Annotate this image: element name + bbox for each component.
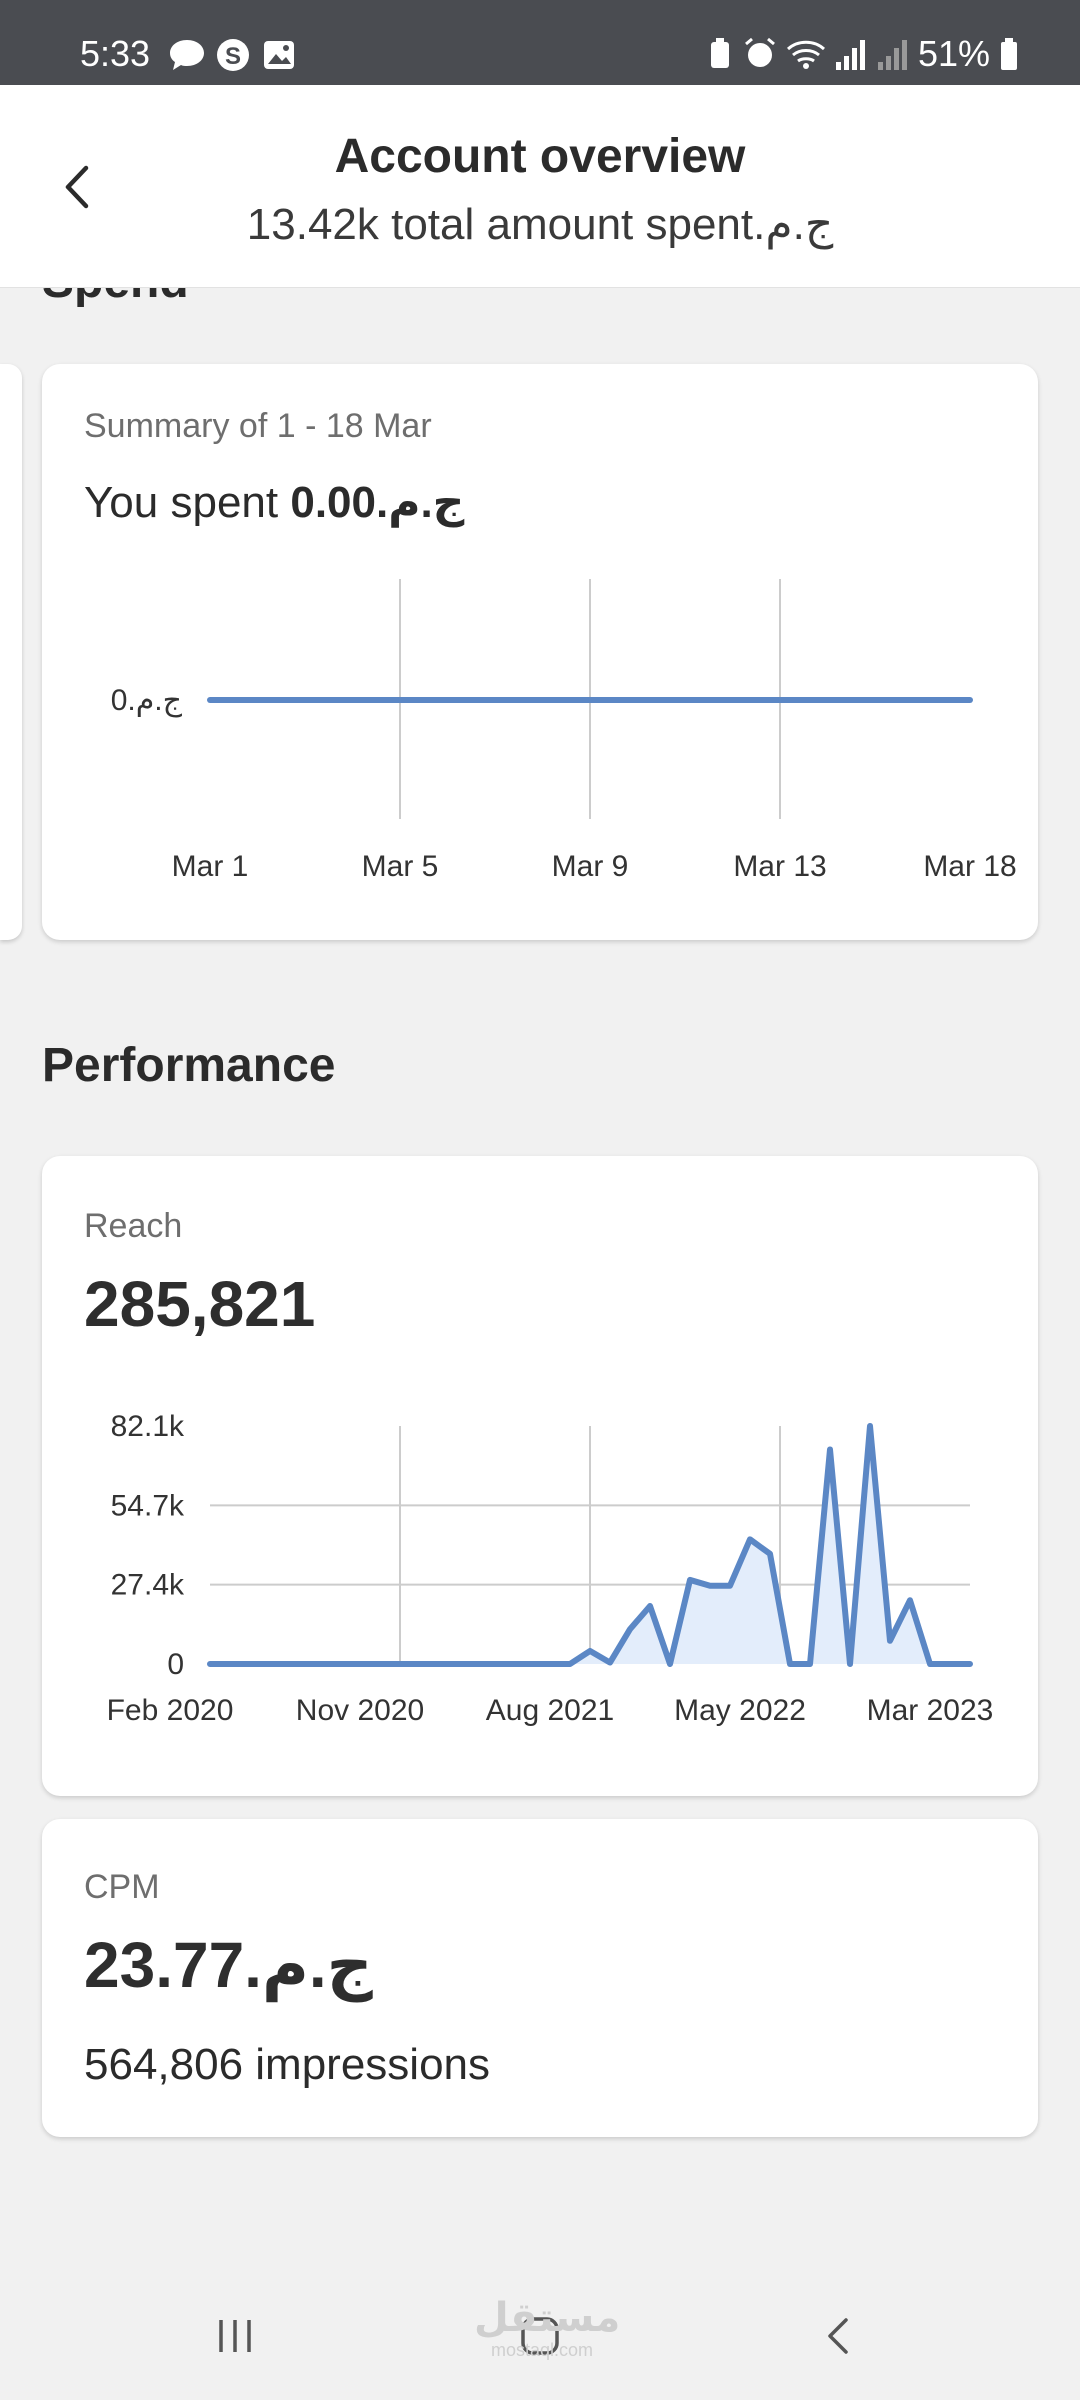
x-tick-label: Nov 2020	[296, 1694, 424, 1727]
home-button[interactable]	[505, 2296, 575, 2376]
spent-prefix: You spent	[84, 478, 291, 527]
watermark-url: mostaql.com	[490, 2340, 594, 2360]
x-tick-label: Mar 18	[923, 850, 1016, 883]
x-tick-label: Mar 1	[172, 850, 249, 883]
battery-icon	[1001, 38, 1017, 70]
app-header: Account overview 13.42k total amount spe…	[0, 85, 1080, 288]
spent-value: 0.00ج.م.‏	[290, 478, 465, 527]
signal-icon	[835, 40, 865, 70]
back-nav-button[interactable]	[805, 2296, 875, 2376]
previous-card-peek[interactable]	[0, 364, 22, 940]
y-tick-label: 27.4k	[111, 1569, 185, 1602]
y-tick-label: 82.1k	[111, 1410, 185, 1443]
spend-summary-card[interactable]: Summary of 1 - 18 Mar You spent 0.00ج.م.…	[42, 364, 1038, 940]
signal-2-icon	[877, 40, 907, 70]
cpm-label: CPM	[84, 1868, 160, 1906]
x-tick-label: Feb 2020	[107, 1694, 234, 1727]
spent-amount-line: You spent 0.00ج.م.‏	[84, 476, 464, 530]
system-icons: 51%	[706, 34, 1020, 74]
reach-chart: 0 27.4k 54.7k 82.1k Feb 2020 Nov 2020 Aug 2021…	[107, 1410, 994, 1727]
spend-summary-label: Summary of 1 - 18 Mar	[84, 407, 432, 445]
status-time: 5:33	[80, 33, 151, 74]
total-spent-subtitle: 13.42k total amount spentج.م.‏	[246, 200, 834, 249]
page-title: Account overview	[334, 130, 746, 183]
x-tick-label: Mar 5	[362, 850, 439, 883]
home-icon	[521, 2317, 559, 2355]
chevron-left-icon	[65, 165, 89, 209]
status-bar: 5:33 S 51%	[0, 0, 1080, 85]
x-tick-label: Aug 2021	[486, 1694, 614, 1727]
reach-label: Reach	[84, 1207, 183, 1245]
reach-series-area	[210, 1426, 970, 1664]
impressions-count: 564,806 impressions	[84, 2040, 491, 2089]
y-tick-label: 0	[167, 1648, 184, 1681]
recent-apps-icon	[219, 2320, 251, 2352]
navigation-bar	[0, 2272, 1080, 2400]
spend-chart: Mar 1 Mar 5 Mar 9 Mar 13 Mar 18 0ج.م.‏	[111, 579, 1017, 883]
s-badge-icon: S	[217, 39, 249, 71]
x-tick-label: Mar 2023	[867, 1694, 994, 1727]
gallery-icon	[264, 41, 294, 69]
wifi-icon	[786, 40, 825, 69]
x-tick-label: Mar 13	[733, 850, 826, 883]
battery-saver-icon	[710, 38, 729, 68]
back-button[interactable]	[52, 157, 102, 217]
svg-text:S: S	[225, 43, 241, 70]
cpm-value: 23.77ج.م.‏	[84, 1929, 373, 2001]
alarm-icon	[744, 37, 775, 67]
battery-percent: 51%	[917, 33, 990, 74]
x-tick-label: May 2022	[674, 1694, 806, 1727]
reach-value: 285,821	[84, 1268, 316, 1340]
performance-section-title: Performance	[42, 1039, 336, 1092]
reach-card[interactable]: Reach 285,821 0 27.4k 54.7k 82.1k Feb 2020 No…	[42, 1156, 1038, 1796]
back-nav-icon	[828, 2318, 848, 2354]
y-tick-label: 54.7k	[111, 1489, 185, 1522]
reach-series-line	[207, 1423, 973, 1667]
message-icon	[170, 40, 204, 70]
x-tick-label: Mar 9	[552, 850, 629, 883]
watermark-logo: مستقل	[474, 2296, 621, 2340]
cpm-card[interactable]: CPM 23.77ج.م.‏ 564,806 impressions	[42, 1819, 1038, 2137]
recent-apps-button[interactable]	[200, 2296, 270, 2376]
notification-icons: S	[168, 37, 298, 73]
y-tick-label: 0ج.م.‏	[111, 684, 183, 718]
